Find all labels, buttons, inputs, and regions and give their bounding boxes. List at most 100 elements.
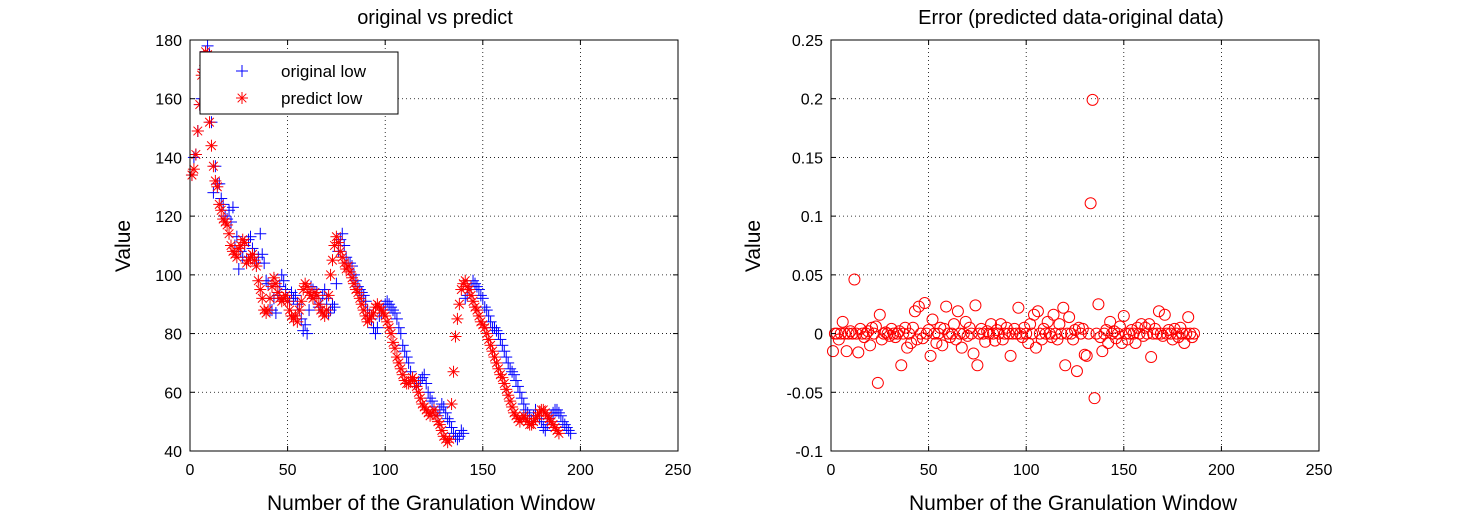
- data-point-error: [969, 299, 982, 312]
- data-point-error: [967, 347, 980, 360]
- data-point-error: [992, 327, 1005, 340]
- data-point-error: [826, 345, 839, 358]
- data-point-error: [1131, 321, 1144, 334]
- data-point-error: [1082, 327, 1095, 340]
- data-point-error: [1150, 327, 1163, 340]
- data-point-predict-low: [238, 236, 251, 249]
- data-point-original-low: [496, 339, 509, 352]
- data-point-error: [1029, 341, 1042, 354]
- data-point-error: [981, 325, 994, 338]
- data-point-predict-low: [211, 180, 224, 193]
- data-point-predict-low: [187, 163, 200, 176]
- data-point-original-low: [506, 365, 519, 378]
- data-point-predict-low: [310, 289, 323, 302]
- data-point-predict-low: [453, 298, 466, 311]
- y-tick-label: 0.05: [792, 268, 823, 285]
- data-point-original-low: [476, 292, 489, 305]
- legend-marker-predict-low: [236, 92, 248, 104]
- data-point-error: [912, 300, 925, 313]
- data-point-error: [920, 327, 933, 340]
- data-point-error: [916, 332, 929, 345]
- data-point-error: [901, 341, 914, 354]
- data-point-predict-low: [347, 277, 360, 290]
- data-point-predict-low: [221, 218, 234, 231]
- x-tick-label: 50: [279, 462, 297, 479]
- left-chart-frame: [189, 39, 679, 452]
- data-point-error: [887, 327, 900, 340]
- data-point-original-low: [244, 230, 257, 243]
- data-point-error: [1139, 321, 1152, 334]
- data-point-predict-low: [205, 139, 218, 152]
- data-point-original-low: [301, 327, 314, 340]
- data-point-error: [990, 324, 1003, 337]
- data-point-original-low: [441, 412, 454, 425]
- data-point-predict-low: [326, 254, 339, 267]
- data-point-original-low: [509, 374, 522, 387]
- data-point-original-low: [396, 339, 409, 352]
- data-point-predict-low: [346, 271, 359, 284]
- data-point-original-low: [330, 277, 343, 290]
- y-tick-label: 40: [164, 444, 182, 461]
- data-point-error: [1158, 308, 1171, 321]
- x-tick-label: 150: [469, 462, 496, 479]
- data-point-predict-low: [209, 174, 222, 187]
- data-point-error: [879, 326, 892, 339]
- data-point-predict-low: [465, 289, 478, 302]
- right-chart-marks: [826, 93, 1201, 405]
- data-point-error: [856, 327, 869, 340]
- y-tick-label: 0: [814, 327, 823, 344]
- legend-marker-original-low: [236, 65, 248, 77]
- data-point-error: [1080, 349, 1093, 362]
- data-point-error: [940, 300, 953, 313]
- data-point-error: [903, 327, 916, 340]
- data-point-error: [867, 327, 880, 340]
- data-point-error: [1094, 331, 1107, 344]
- data-point-error: [1047, 308, 1060, 321]
- data-point-error: [1004, 349, 1017, 362]
- data-point-error: [905, 336, 918, 349]
- data-point-error: [1057, 301, 1070, 314]
- data-point-predict-low: [388, 342, 401, 355]
- data-point-predict-low: [215, 204, 228, 217]
- data-point-error: [1031, 305, 1044, 318]
- x-tick-label: 0: [827, 462, 836, 479]
- data-point-error: [908, 305, 921, 318]
- data-point-original-low: [539, 424, 552, 437]
- data-point-original-low: [326, 298, 339, 311]
- data-point-error: [987, 327, 1000, 340]
- data-point-error: [983, 327, 996, 340]
- data-point-original-low: [232, 262, 245, 275]
- data-point-original-low: [426, 395, 439, 408]
- data-point-error: [1135, 318, 1148, 331]
- data-point-error: [1051, 333, 1064, 346]
- data-point-predict-low: [506, 400, 519, 413]
- data-point-original-low: [443, 415, 456, 428]
- y-tick-label: 0.1: [801, 209, 823, 226]
- data-point-error: [1014, 327, 1027, 340]
- data-point-original-low: [515, 392, 528, 405]
- data-point-error: [1012, 301, 1025, 314]
- right-chart: Error (predicted data-original data) Num…: [742, 7, 1332, 515]
- data-point-error: [1182, 311, 1195, 324]
- x-tick-label: 0: [186, 462, 195, 479]
- y-tick-label: 60: [164, 385, 182, 402]
- data-point-error: [1119, 327, 1132, 340]
- data-point-original-low: [328, 301, 341, 314]
- y-tick-label: 140: [155, 150, 182, 167]
- data-point-error: [1010, 327, 1023, 340]
- data-point-original-low: [230, 230, 243, 243]
- data-point-error: [1078, 348, 1091, 361]
- data-point-error: [936, 339, 949, 352]
- data-point-predict-low: [291, 315, 304, 328]
- right-chart-y-axis-label: Value: [742, 220, 765, 272]
- data-point-error: [844, 325, 857, 338]
- data-point-original-low: [508, 368, 521, 381]
- data-point-error: [998, 327, 1011, 340]
- data-point-original-low: [492, 327, 505, 340]
- data-point-original-low: [390, 312, 403, 325]
- data-point-predict-low: [332, 236, 345, 249]
- data-point-error: [891, 327, 904, 340]
- y-tick-label: 100: [155, 268, 182, 285]
- data-point-error: [1125, 324, 1138, 337]
